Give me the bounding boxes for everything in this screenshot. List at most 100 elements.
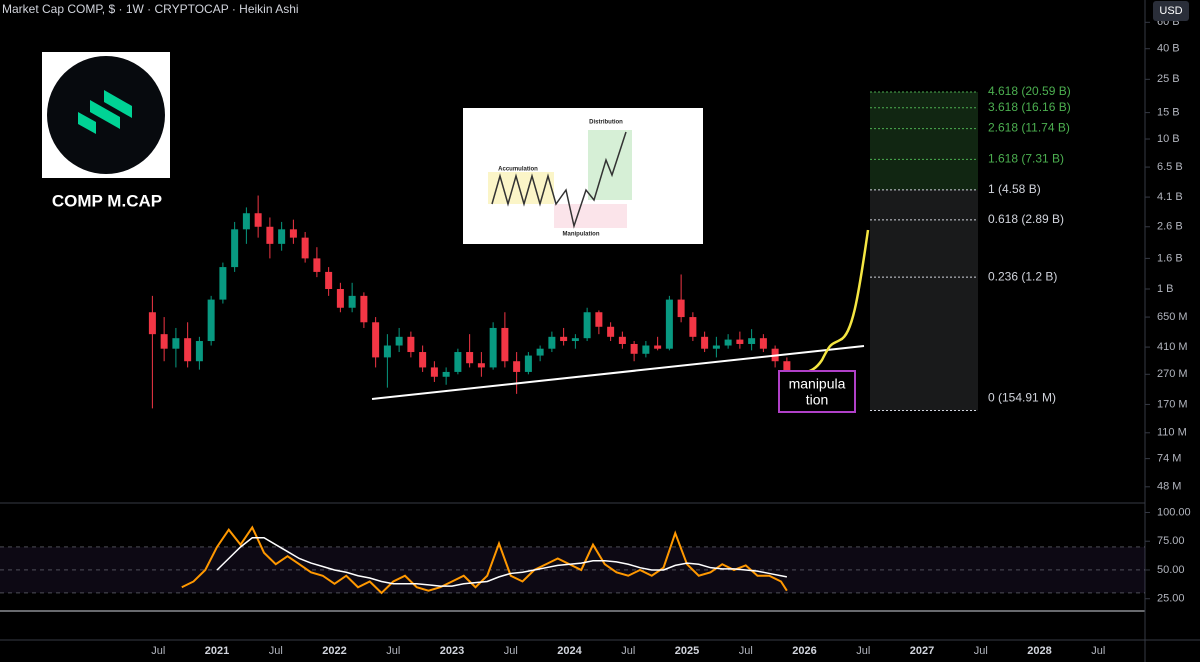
candle-body bbox=[466, 352, 474, 364]
x-tick-label: Jul bbox=[151, 645, 165, 657]
inset-label: Accumulation bbox=[498, 167, 538, 173]
x-tick-label: 2028 bbox=[1027, 645, 1051, 657]
y-tick-label: 50.00 bbox=[1157, 564, 1185, 576]
candle-body bbox=[172, 338, 180, 349]
candle-body bbox=[748, 338, 756, 344]
candle-body bbox=[219, 267, 227, 300]
x-tick-label: 2024 bbox=[557, 645, 582, 657]
candle-body bbox=[677, 299, 685, 318]
candle-body bbox=[266, 226, 274, 244]
inset-label: Distribution bbox=[589, 120, 623, 126]
candle-body bbox=[254, 213, 262, 227]
logo-caption: COMP M.CAP bbox=[52, 191, 162, 210]
y-tick-label: 1 B bbox=[1157, 283, 1174, 295]
candle-body bbox=[160, 334, 168, 349]
candle-body bbox=[454, 352, 462, 372]
y-tick-label: 48 M bbox=[1157, 481, 1181, 493]
candle-body bbox=[654, 345, 662, 349]
candle-body bbox=[501, 327, 509, 362]
inset-zone bbox=[588, 130, 632, 200]
logo-mark bbox=[78, 90, 132, 134]
y-tick-label: 75.00 bbox=[1157, 535, 1185, 547]
candle-body bbox=[477, 363, 485, 368]
candle-body bbox=[607, 326, 615, 337]
candle-body bbox=[325, 271, 333, 290]
currency-label[interactable]: USD bbox=[1159, 5, 1182, 17]
candle-body bbox=[630, 343, 638, 354]
fib-label: 0.618 (2.89 B) bbox=[988, 212, 1064, 226]
fib-zone bbox=[870, 277, 978, 411]
candle-body bbox=[712, 345, 720, 349]
x-tick-label: Jul bbox=[1091, 645, 1105, 657]
x-tick-label: 2026 bbox=[792, 645, 816, 657]
y-tick-label: 2.6 B bbox=[1157, 221, 1183, 233]
candle-body bbox=[301, 237, 309, 259]
y-tick-label: 1.6 B bbox=[1157, 252, 1183, 264]
candle-body bbox=[289, 229, 297, 238]
x-tick-label: 2027 bbox=[910, 645, 934, 657]
candle-body bbox=[513, 361, 521, 372]
x-tick-label: 2023 bbox=[440, 645, 464, 657]
annotation-text: manipula bbox=[789, 376, 846, 392]
fib-label: 1 (4.58 B) bbox=[988, 182, 1041, 196]
candle-body bbox=[207, 299, 215, 342]
fib-zone bbox=[870, 91, 978, 108]
fib-label: 0 (154.91 M) bbox=[988, 391, 1056, 405]
candle-body bbox=[372, 322, 380, 358]
x-tick-label: Jul bbox=[974, 645, 988, 657]
currency-button[interactable] bbox=[1153, 1, 1189, 21]
y-tick-label: 4.1 B bbox=[1157, 191, 1183, 203]
chart-title: Market Cap COMP, $ · 1W · CRYPTOCAP · He… bbox=[2, 2, 299, 16]
x-tick-label: Jul bbox=[504, 645, 518, 657]
fib-label: 0.236 (1.2 B) bbox=[988, 269, 1057, 283]
candle-body bbox=[360, 295, 368, 323]
y-tick-label: 170 M bbox=[1157, 398, 1188, 410]
y-tick-label: 15 B bbox=[1157, 107, 1180, 119]
x-tick-label: Jul bbox=[386, 645, 400, 657]
candle-body bbox=[595, 312, 603, 327]
fib-zone bbox=[870, 128, 978, 160]
x-tick-label: Jul bbox=[269, 645, 283, 657]
candle-body bbox=[419, 352, 427, 368]
candle-body bbox=[383, 345, 391, 358]
candle-body bbox=[583, 312, 591, 339]
inset-zone bbox=[554, 204, 627, 228]
fib-zone bbox=[870, 107, 978, 129]
candle-body bbox=[195, 341, 203, 362]
x-tick-label: 2025 bbox=[675, 645, 699, 657]
candle-body bbox=[242, 213, 250, 230]
y-tick-label: 650 M bbox=[1157, 311, 1188, 323]
fib-label: 2.618 (11.74 B) bbox=[988, 121, 1070, 135]
candle-body bbox=[313, 258, 321, 272]
candle-body bbox=[548, 336, 556, 349]
candle-body bbox=[184, 338, 192, 362]
y-tick-label: 25.00 bbox=[1157, 593, 1185, 605]
candle-body bbox=[571, 338, 579, 342]
y-tick-label: 410 M bbox=[1157, 341, 1188, 353]
fib-zone bbox=[870, 219, 978, 278]
candle-body bbox=[489, 327, 497, 368]
y-tick-label: 74 M bbox=[1157, 453, 1181, 465]
x-tick-label: Jul bbox=[621, 645, 635, 657]
candle-body bbox=[430, 367, 438, 377]
fib-label: 4.618 (20.59 B) bbox=[988, 84, 1071, 98]
candle-body bbox=[724, 339, 732, 346]
candle-body bbox=[759, 338, 767, 349]
candle-body bbox=[689, 317, 697, 337]
fib-label: 3.618 (16.16 B) bbox=[988, 100, 1071, 114]
candle-body bbox=[231, 229, 239, 268]
candle-body bbox=[278, 229, 286, 244]
candle-body bbox=[701, 336, 709, 349]
candle-body bbox=[148, 312, 156, 335]
x-tick-label: 2022 bbox=[322, 645, 346, 657]
candle-body bbox=[407, 336, 415, 353]
background bbox=[0, 0, 1145, 640]
candle-body bbox=[442, 371, 450, 377]
x-tick-label: 2021 bbox=[205, 645, 229, 657]
rsi-line bbox=[181, 525, 788, 595]
inset-label: Manipulation bbox=[563, 232, 600, 238]
candle-body bbox=[348, 295, 356, 308]
annotation-box bbox=[778, 370, 856, 413]
candle-body bbox=[783, 361, 791, 377]
candle-body bbox=[665, 299, 673, 349]
